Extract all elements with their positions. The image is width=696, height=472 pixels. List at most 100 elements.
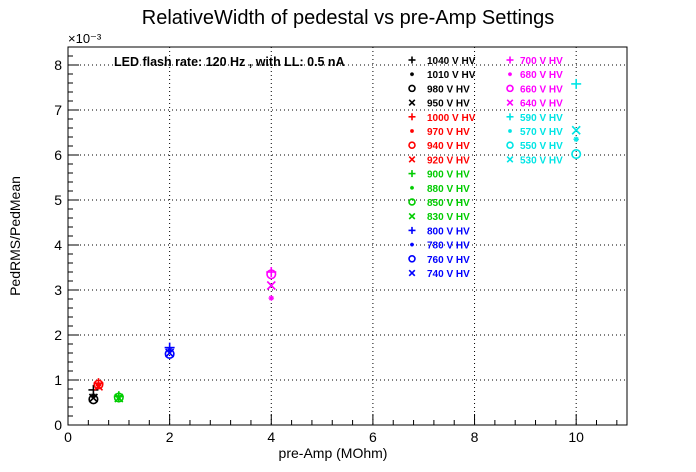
data-points [88,78,582,405]
y-tick-label: 5 [54,192,62,208]
legend-entry-label: 780 V HV [427,241,470,252]
legend-entry-label: 700 V HV [520,56,563,67]
marker-stroke [506,84,514,93]
legend-entry-label: 640 V HV [520,99,563,110]
legend-entry-label: 1000 V HV [427,113,476,124]
x-tick-label: 2 [166,429,174,445]
legend-marker [506,84,514,93]
legend-marker [408,255,416,263]
data-point [88,394,99,405]
legend-marker [408,170,416,178]
data-point [266,280,276,291]
y-tick-label: 0 [54,417,62,433]
marker-stroke [408,198,416,206]
marker-stroke [88,393,98,403]
legend-entry-label: 850 V HV [427,198,470,209]
marker-stroke [88,394,99,405]
y-tick-label: 3 [54,282,62,298]
legend-entry-label: 940 V HV [427,141,470,152]
data-point [113,392,124,403]
legend-marker [408,84,416,93]
legend-entry-label: 900 V HV [427,170,470,181]
legend-marker [408,269,416,277]
x-tick-label: 6 [369,429,377,445]
marker-stroke [410,72,414,76]
marker-stroke [508,129,512,133]
legend: 1040 V HV 1010 V HV 980 V HV 950 V HV 1000 V… [408,56,563,280]
data-point [88,393,98,403]
marker-stroke [113,392,124,403]
marker-stroke [508,72,512,76]
legend-entry-label: 1010 V HV [427,70,476,81]
marker-stroke [408,141,416,149]
legend-marker [506,99,514,106]
chart-title: RelativeWidth of pedestal vs pre-Amp Set… [142,7,554,29]
marker-stroke [506,141,514,149]
marker-stroke [408,212,416,220]
legend-marker [408,156,416,163]
legend-marker [506,56,514,64]
marker-stroke [408,269,416,277]
y-axis-label: PedRMS/PedMean [7,176,23,296]
marker-stroke [571,125,581,135]
data-point [571,149,582,160]
axis-ticks: 0 2 4 6 8 10 0 1 2 3 4 5 6 7 8 [54,46,618,445]
marker-stroke [506,156,514,163]
legend-marker [408,56,416,64]
legend-entry-label: 880 V HV [427,184,470,195]
legend-entry-label: 680 V HV [520,70,563,81]
legend-entry-label: 660 V HV [520,84,563,95]
marker-stroke [114,393,124,403]
legend-marker [410,242,414,247]
marker-stroke [408,255,416,263]
legend-marker [506,113,514,121]
legend-entry-label: 800 V HV [427,226,470,237]
marker-stroke [410,242,414,247]
legend-marker [506,141,514,149]
marker-stroke [268,295,274,301]
marker-stroke [93,381,104,391]
legend-marker [410,129,414,133]
marker-stroke [408,156,416,163]
data-point [571,78,582,89]
legend-entry-label: 530 V HV [520,155,563,166]
marker-stroke [408,84,416,93]
x-axis-label: pre-Amp (MOhm) [279,445,388,461]
marker-stroke [266,280,276,291]
data-point [114,393,124,403]
legend-entry-label: 760 V HV [427,255,470,266]
marker-stroke [506,99,514,106]
chart-annotation: LED flash rate: 120 Hz , with LL: 0.5 nA [114,55,345,69]
marker-stroke [410,186,414,190]
y-exponent-label: ×10⁻³ [68,31,102,46]
data-point [573,136,579,142]
marker-stroke [408,99,416,106]
data-point [164,348,175,359]
legend-marker [506,156,514,163]
data-point [266,269,277,280]
y-tick-label: 2 [54,327,62,343]
marker-stroke [164,348,175,359]
x-tick-label: 10 [568,429,584,445]
legend-marker [408,198,416,206]
data-point [268,295,275,301]
legend-marker [508,129,512,133]
legend-marker [410,72,414,77]
legend-entry-label: 1040 V HV [427,56,476,67]
data-point [93,379,104,390]
marker-stroke [266,269,277,280]
y-tick-label: 7 [54,102,62,118]
data-point [571,125,581,135]
marker-stroke [410,129,414,133]
data-point [165,348,175,358]
x-tick-label: 8 [471,429,479,445]
y-tick-label: 8 [54,57,62,73]
legend-marker [408,141,416,149]
legend-marker [508,72,512,77]
legend-marker [408,212,416,220]
legend-marker [410,185,414,190]
y-tick-label: 4 [54,237,62,253]
legend-entry-label: 740 V HV [427,269,470,280]
legend-entry-label: 550 V HV [520,141,563,152]
